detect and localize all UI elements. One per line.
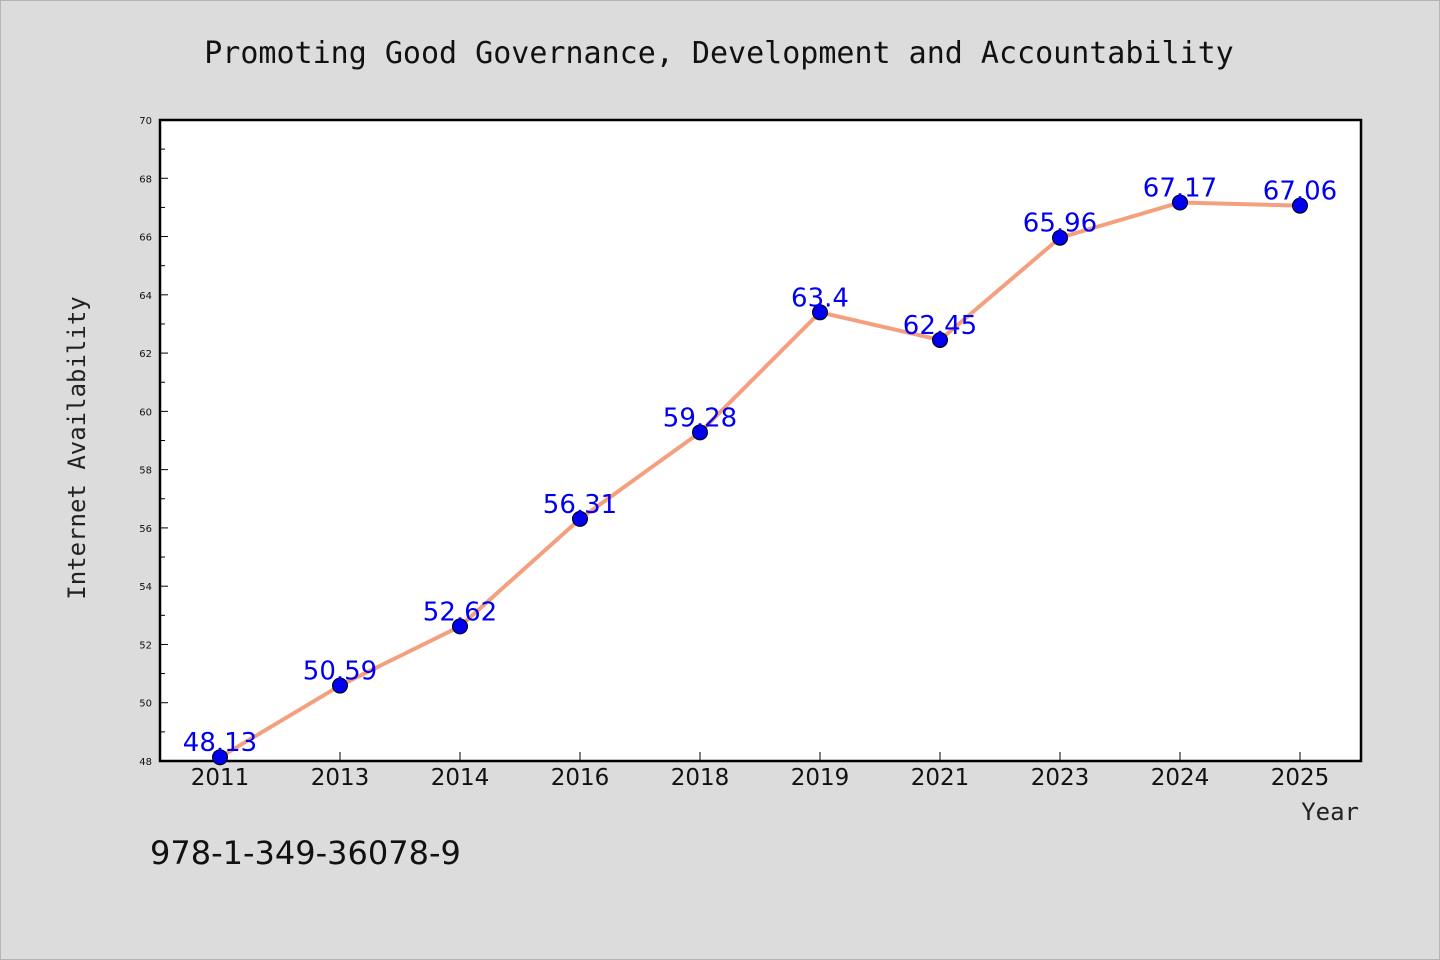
y-tick-label: 66	[139, 233, 152, 244]
data-label: 56.31	[543, 490, 617, 520]
data-point	[572, 510, 588, 527]
series-line	[218, 200, 1302, 760]
data-label: 67.17	[1143, 173, 1217, 203]
data-point	[1172, 194, 1188, 211]
y-tick-label: 62	[139, 349, 152, 360]
y-tick-label: 58	[139, 466, 152, 477]
plot-area	[158, 118, 1363, 763]
y-tick-label: 68	[139, 174, 152, 185]
markers-group	[212, 194, 1308, 766]
data-label: 67.06	[1263, 177, 1337, 207]
y-tick-label: 50	[139, 699, 152, 710]
x-axis-label: Year	[1301, 798, 1359, 826]
x-tick-label: 2013	[311, 765, 370, 791]
data-point	[1052, 229, 1068, 246]
data-point	[812, 304, 828, 321]
data-point	[932, 331, 948, 348]
data-point	[452, 618, 468, 635]
x-tick-label: 2024	[1151, 765, 1210, 791]
data-label: 52.62	[423, 597, 497, 627]
data-point	[332, 677, 348, 694]
x-tick-label: 2011	[191, 765, 250, 791]
y-tick-label: 56	[139, 524, 152, 535]
data-point	[1292, 197, 1308, 214]
data-labels-group: 48.13 50.59 52.62 56.31 59.28 63.4 62.45 65.96 6…	[183, 173, 1337, 758]
data-point	[212, 749, 228, 766]
x-tick-label: 2023	[1031, 765, 1090, 791]
y-axis: 48 50 52 54 56 58 60 62 64 66 68 70	[139, 116, 168, 768]
y-axis-label: Internet Availability	[63, 296, 91, 599]
y-tick-label: 64	[139, 291, 152, 302]
x-tick-label: 2025	[1271, 765, 1330, 791]
data-label: 48.13	[183, 728, 257, 758]
y-tick-label: 52	[139, 640, 152, 651]
chart-title: Promoting Good Governance, Development a…	[204, 36, 1234, 71]
y-tick-label: 48	[139, 757, 152, 768]
data-label: 63.4	[791, 283, 849, 313]
data-label: 50.59	[303, 657, 377, 687]
y-tick-label: 54	[139, 582, 152, 593]
x-tick-label: 2021	[911, 765, 970, 791]
y-tick-label: 70	[139, 116, 152, 127]
x-axis: 2011 2013 2014 2016 2018 2019 2021 2023 2024 2025	[191, 752, 1330, 791]
data-label: 62.45	[903, 311, 977, 341]
x-tick-label: 2014	[431, 765, 490, 791]
series-line-group	[218, 200, 1302, 760]
data-label: 65.96	[1023, 209, 1097, 239]
x-tick-label: 2018	[671, 765, 730, 791]
isbn-text: 978-1-349-36078-9	[150, 834, 461, 872]
x-tick-label: 2016	[551, 765, 610, 791]
data-label: 59.28	[663, 403, 737, 433]
y-tick-label: 60	[139, 407, 152, 418]
x-tick-label: 2019	[791, 765, 850, 791]
data-point	[692, 424, 708, 441]
